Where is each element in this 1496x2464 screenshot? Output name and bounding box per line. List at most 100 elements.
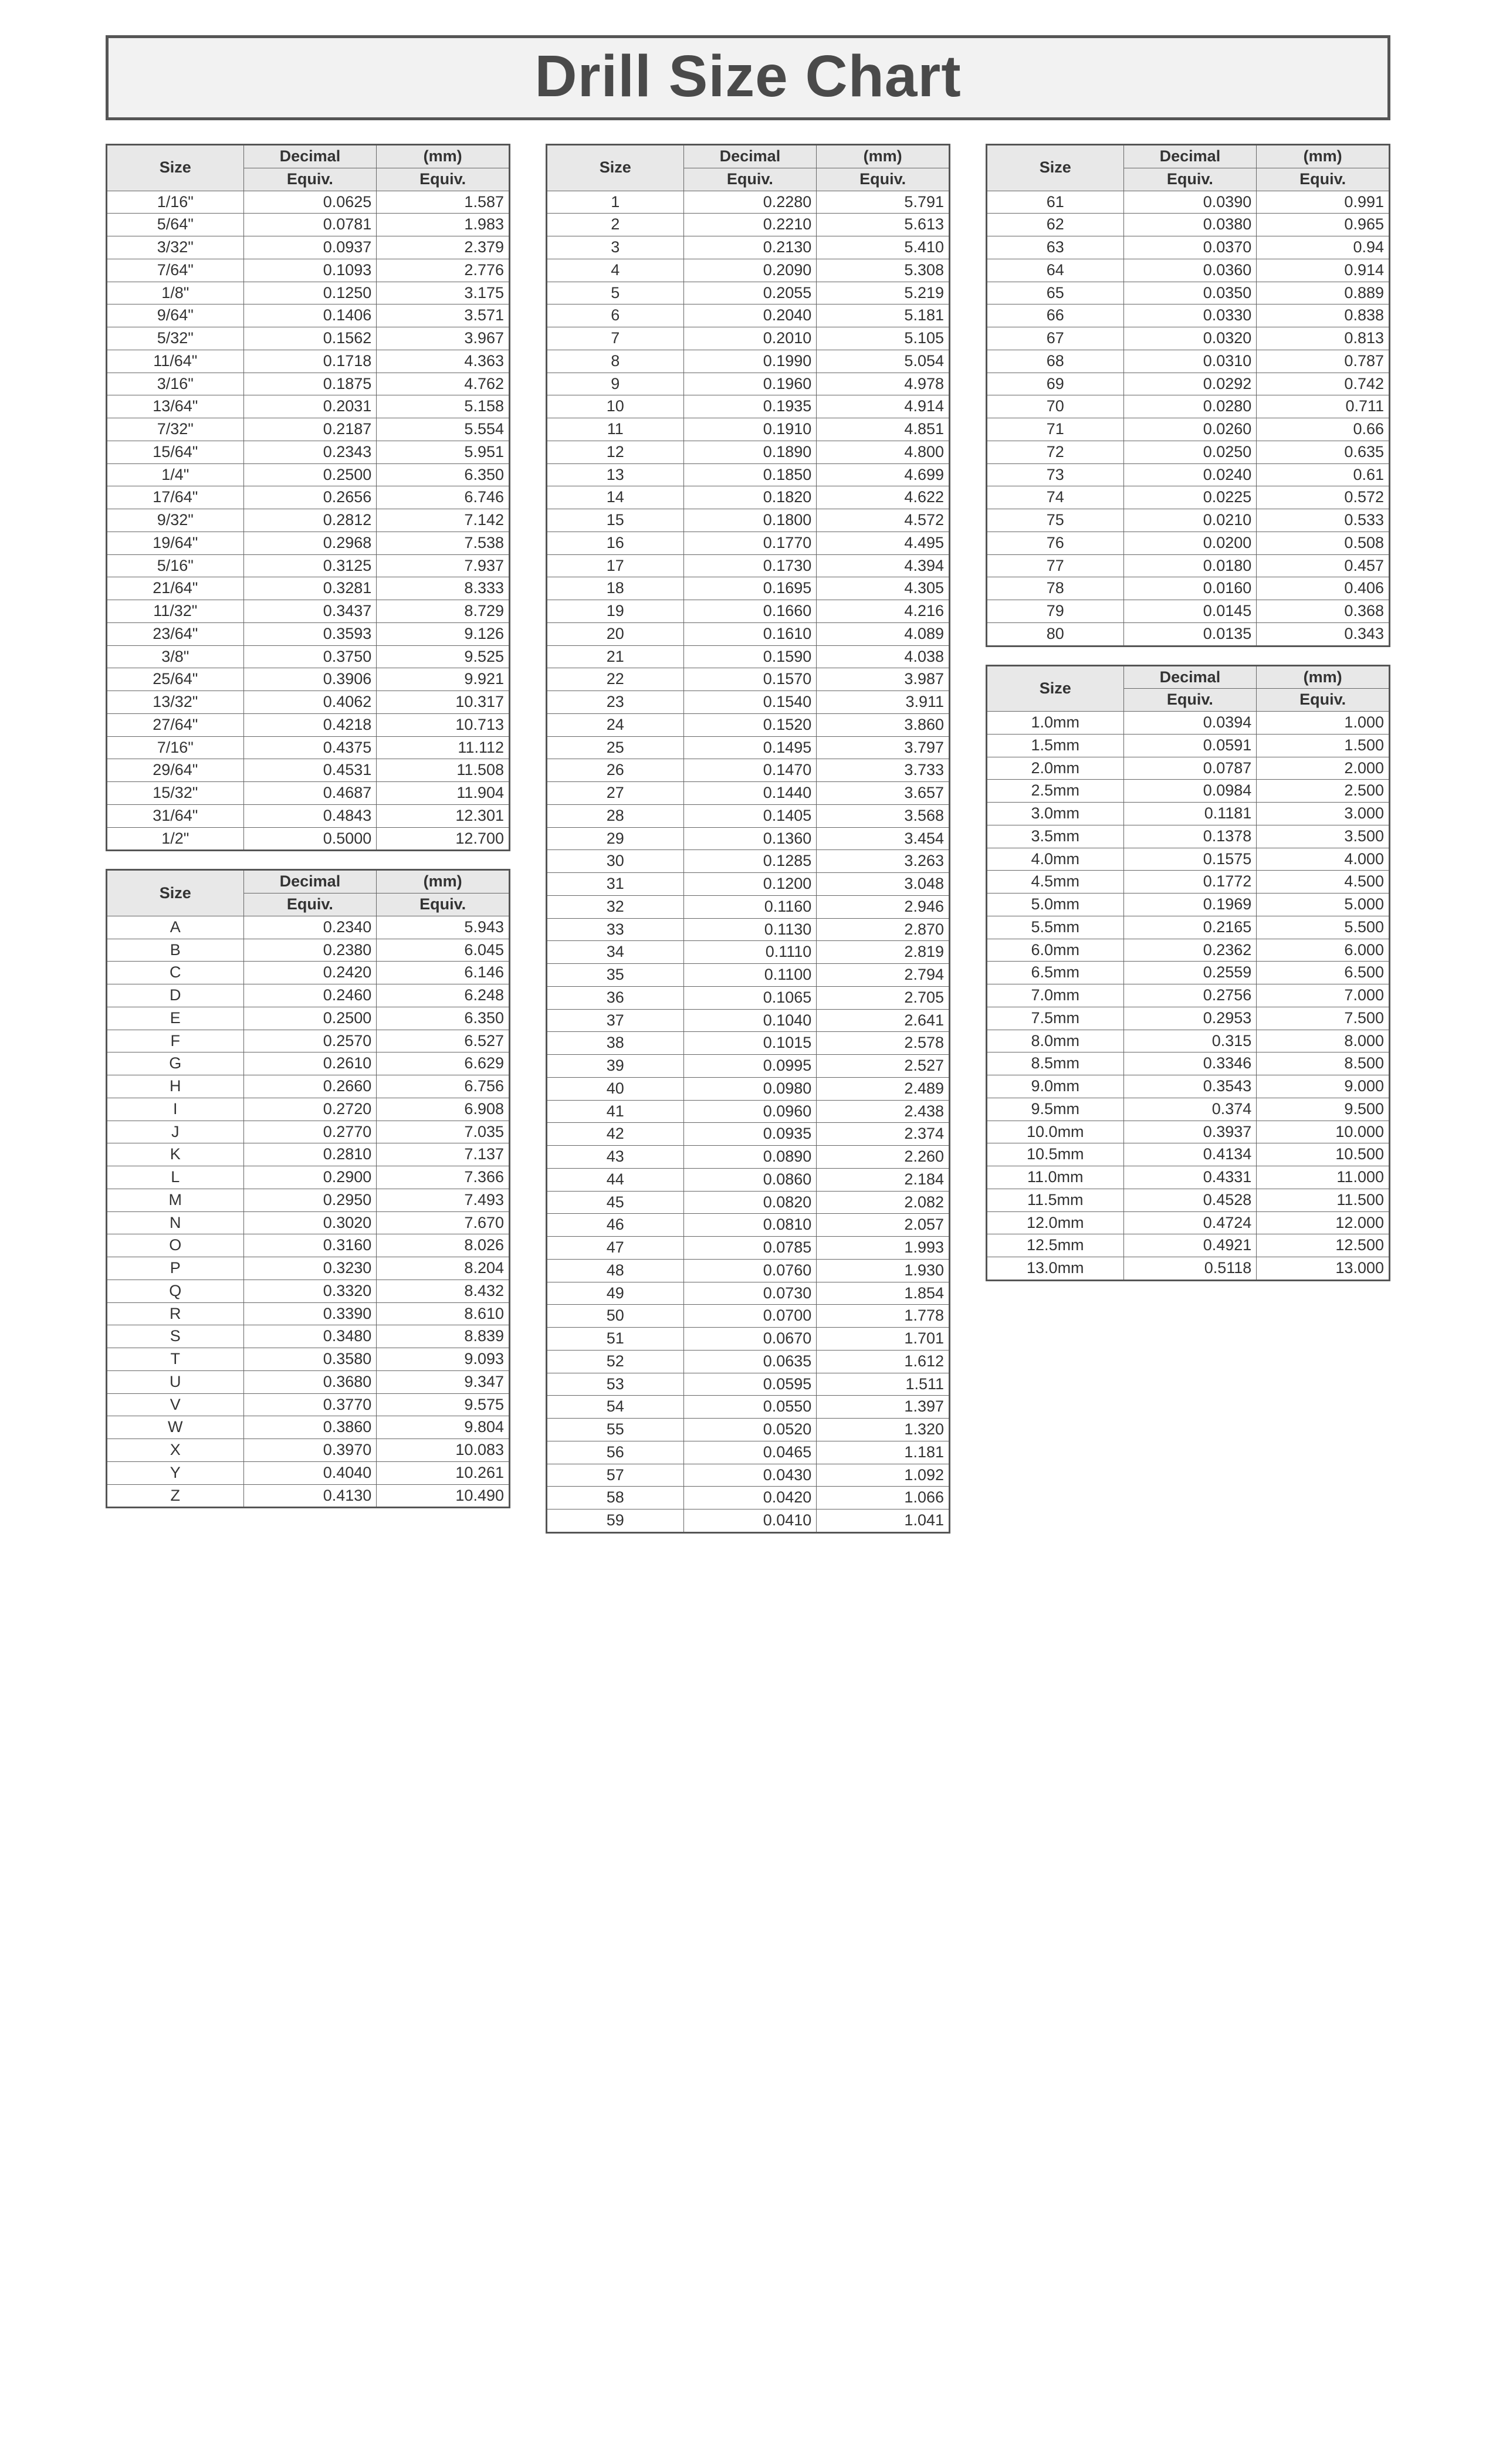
cell-mm: 12.500: [1257, 1234, 1390, 1257]
cell-mm: 6.908: [377, 1098, 510, 1121]
cell-decimal: 0.1575: [1123, 848, 1257, 871]
table-row: 23/64"0.35939.126: [107, 622, 510, 645]
table-row: C0.24206.146: [107, 962, 510, 984]
table-row: 40.20905.308: [547, 259, 950, 282]
cell-decimal: 0.2900: [243, 1166, 377, 1189]
table-row: 760.02000.508: [987, 532, 1390, 554]
cell-decimal: 0.0591: [1123, 734, 1257, 757]
cell-size: 57: [547, 1464, 684, 1487]
cell-mm: 8.000: [1257, 1030, 1390, 1052]
cell-decimal: 0.1800: [683, 509, 817, 532]
cell-mm: 0.66: [1257, 418, 1390, 441]
cell-decimal: 0.0390: [1123, 191, 1257, 214]
table-row: 60.20405.181: [547, 304, 950, 327]
header-decimal-l1: Decimal: [1123, 665, 1257, 689]
cell-mm: 0.368: [1257, 600, 1390, 623]
cell-decimal: 0.2031: [243, 395, 377, 418]
cell-size: 77: [987, 554, 1124, 577]
cell-decimal: 0.1772: [1123, 871, 1257, 893]
cell-size: 50: [547, 1305, 684, 1328]
cell-mm: 2.379: [377, 236, 510, 259]
cell-size: A: [107, 916, 244, 939]
cell-size: 12.5mm: [987, 1234, 1124, 1257]
table-row: 70.20105.105: [547, 327, 950, 350]
cell-size: 63: [987, 236, 1124, 259]
cell-size: 68: [987, 350, 1124, 373]
cell-mm: 5.791: [817, 191, 950, 214]
cell-mm: 1.041: [817, 1509, 950, 1533]
cell-decimal: 0.3346: [1123, 1052, 1257, 1075]
cell-mm: 11.500: [1257, 1189, 1390, 1211]
cell-size: 34: [547, 941, 684, 964]
table-row: 30.21305.410: [547, 236, 950, 259]
cell-decimal: 0.0360: [1123, 259, 1257, 282]
header-size: Size: [987, 145, 1124, 191]
cell-size: D: [107, 984, 244, 1007]
cell-decimal: 0.1405: [683, 804, 817, 827]
header-mm-l1: (mm): [1257, 665, 1390, 689]
cell-mm: 7.137: [377, 1143, 510, 1166]
cell-mm: 4.800: [817, 441, 950, 463]
cell-decimal: 0.1730: [683, 554, 817, 577]
table-row: 550.05201.320: [547, 1419, 950, 1441]
cell-size: 23/64": [107, 622, 244, 645]
cell-decimal: 0.3160: [243, 1234, 377, 1257]
cell-mm: 4.622: [817, 486, 950, 509]
table-row: 410.09602.438: [547, 1100, 950, 1123]
cell-decimal: 0.2610: [243, 1052, 377, 1075]
cell-size: 65: [987, 282, 1124, 304]
cell-mm: 6.000: [1257, 939, 1390, 962]
table-row: 310.12003.048: [547, 873, 950, 896]
header-size: Size: [987, 665, 1124, 712]
cell-mm: 0.742: [1257, 373, 1390, 395]
cell-decimal: 0.3906: [243, 668, 377, 691]
table-row: 430.08902.260: [547, 1146, 950, 1169]
cell-size: 3.0mm: [987, 803, 1124, 825]
cell-size: 23: [547, 691, 684, 714]
cell-mm: 10.261: [377, 1461, 510, 1484]
cell-size: 35: [547, 964, 684, 987]
table-row: 580.04201.066: [547, 1487, 950, 1509]
cell-size: 54: [547, 1396, 684, 1419]
cell-size: 27: [547, 782, 684, 805]
cell-mm: 1.066: [817, 1487, 950, 1509]
cell-size: T: [107, 1348, 244, 1371]
cell-decimal: 0.3020: [243, 1211, 377, 1234]
cell-decimal: 0.2130: [683, 236, 817, 259]
cell-mm: 3.733: [817, 759, 950, 782]
cell-size: 30: [547, 850, 684, 873]
table-row: 330.11302.870: [547, 918, 950, 941]
cell-size: X: [107, 1439, 244, 1462]
table-row: 21/64"0.32818.333: [107, 577, 510, 600]
cell-decimal: 0.0635: [683, 1350, 817, 1373]
cell-size: 31/64": [107, 804, 244, 827]
cell-decimal: 0.0292: [1123, 373, 1257, 395]
cell-size: 51: [547, 1328, 684, 1351]
cell-decimal: 0.2090: [683, 259, 817, 282]
cell-decimal: 0.3281: [243, 577, 377, 600]
cell-decimal: 0.2280: [683, 191, 817, 214]
cell-mm: 5.158: [377, 395, 510, 418]
table-row: 13/64"0.20315.158: [107, 395, 510, 418]
letters-table: SizeDecimal(mm)Equiv.Equiv.A0.23405.943B…: [106, 869, 510, 1508]
table-row: 8.0mm0.3158.000: [987, 1030, 1390, 1052]
table-row: 3/8"0.37509.525: [107, 645, 510, 668]
table-row: 5/32"0.15623.967: [107, 327, 510, 350]
cell-decimal: 0.1110: [683, 941, 817, 964]
cell-mm: 9.525: [377, 645, 510, 668]
cell-mm: 4.572: [817, 509, 950, 532]
cell-decimal: 0.1660: [683, 600, 817, 623]
cell-mm: 13.000: [1257, 1257, 1390, 1281]
cell-size: 69: [987, 373, 1124, 395]
table-row: 770.01800.457: [987, 554, 1390, 577]
header-size: Size: [107, 145, 244, 191]
table-row: 800.01350.343: [987, 622, 1390, 646]
cell-decimal: 0.0700: [683, 1305, 817, 1328]
cell-size: 62: [987, 214, 1124, 236]
cell-mm: 1.930: [817, 1259, 950, 1282]
table-row: 780.01600.406: [987, 577, 1390, 600]
cell-decimal: 0.5000: [243, 827, 377, 851]
table-row: 380.10152.578: [547, 1032, 950, 1055]
cell-decimal: 0.2380: [243, 939, 377, 962]
cell-decimal: 0.0787: [1123, 757, 1257, 780]
